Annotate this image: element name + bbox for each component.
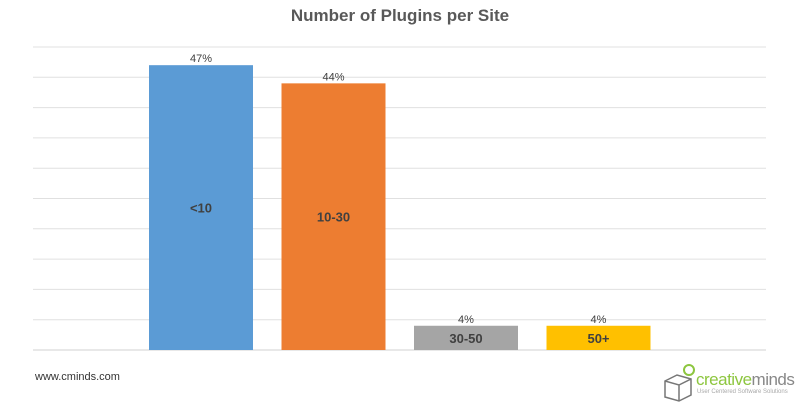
category-label: 30-50 <box>449 331 482 346</box>
data-label: 44% <box>322 71 344 83</box>
bar-50+ <box>546 325 651 350</box>
source-url: www.cminds.com <box>35 371 120 383</box>
bar-<10 <box>149 65 253 351</box>
bar-30-50 <box>414 325 518 350</box>
data-label: 4% <box>591 314 607 326</box>
logo-tagline: User Centered Software Solutions <box>697 389 788 395</box>
cube-icon <box>664 364 695 402</box>
data-label: 4% <box>458 314 474 326</box>
category-label: 50+ <box>587 331 609 346</box>
data-label: 47% <box>190 53 212 65</box>
bar-10-30 <box>281 83 386 351</box>
logo-text-creative: creative <box>696 370 752 389</box>
logo-text-minds: minds <box>751 370 795 389</box>
category-label: <10 <box>190 201 212 216</box>
creativeminds-logo: creativeminds User Centered Software Sol… <box>662 361 797 405</box>
chart-title: Number of Plugins per Site <box>290 6 510 25</box>
category-label: 10-30 <box>317 210 350 225</box>
